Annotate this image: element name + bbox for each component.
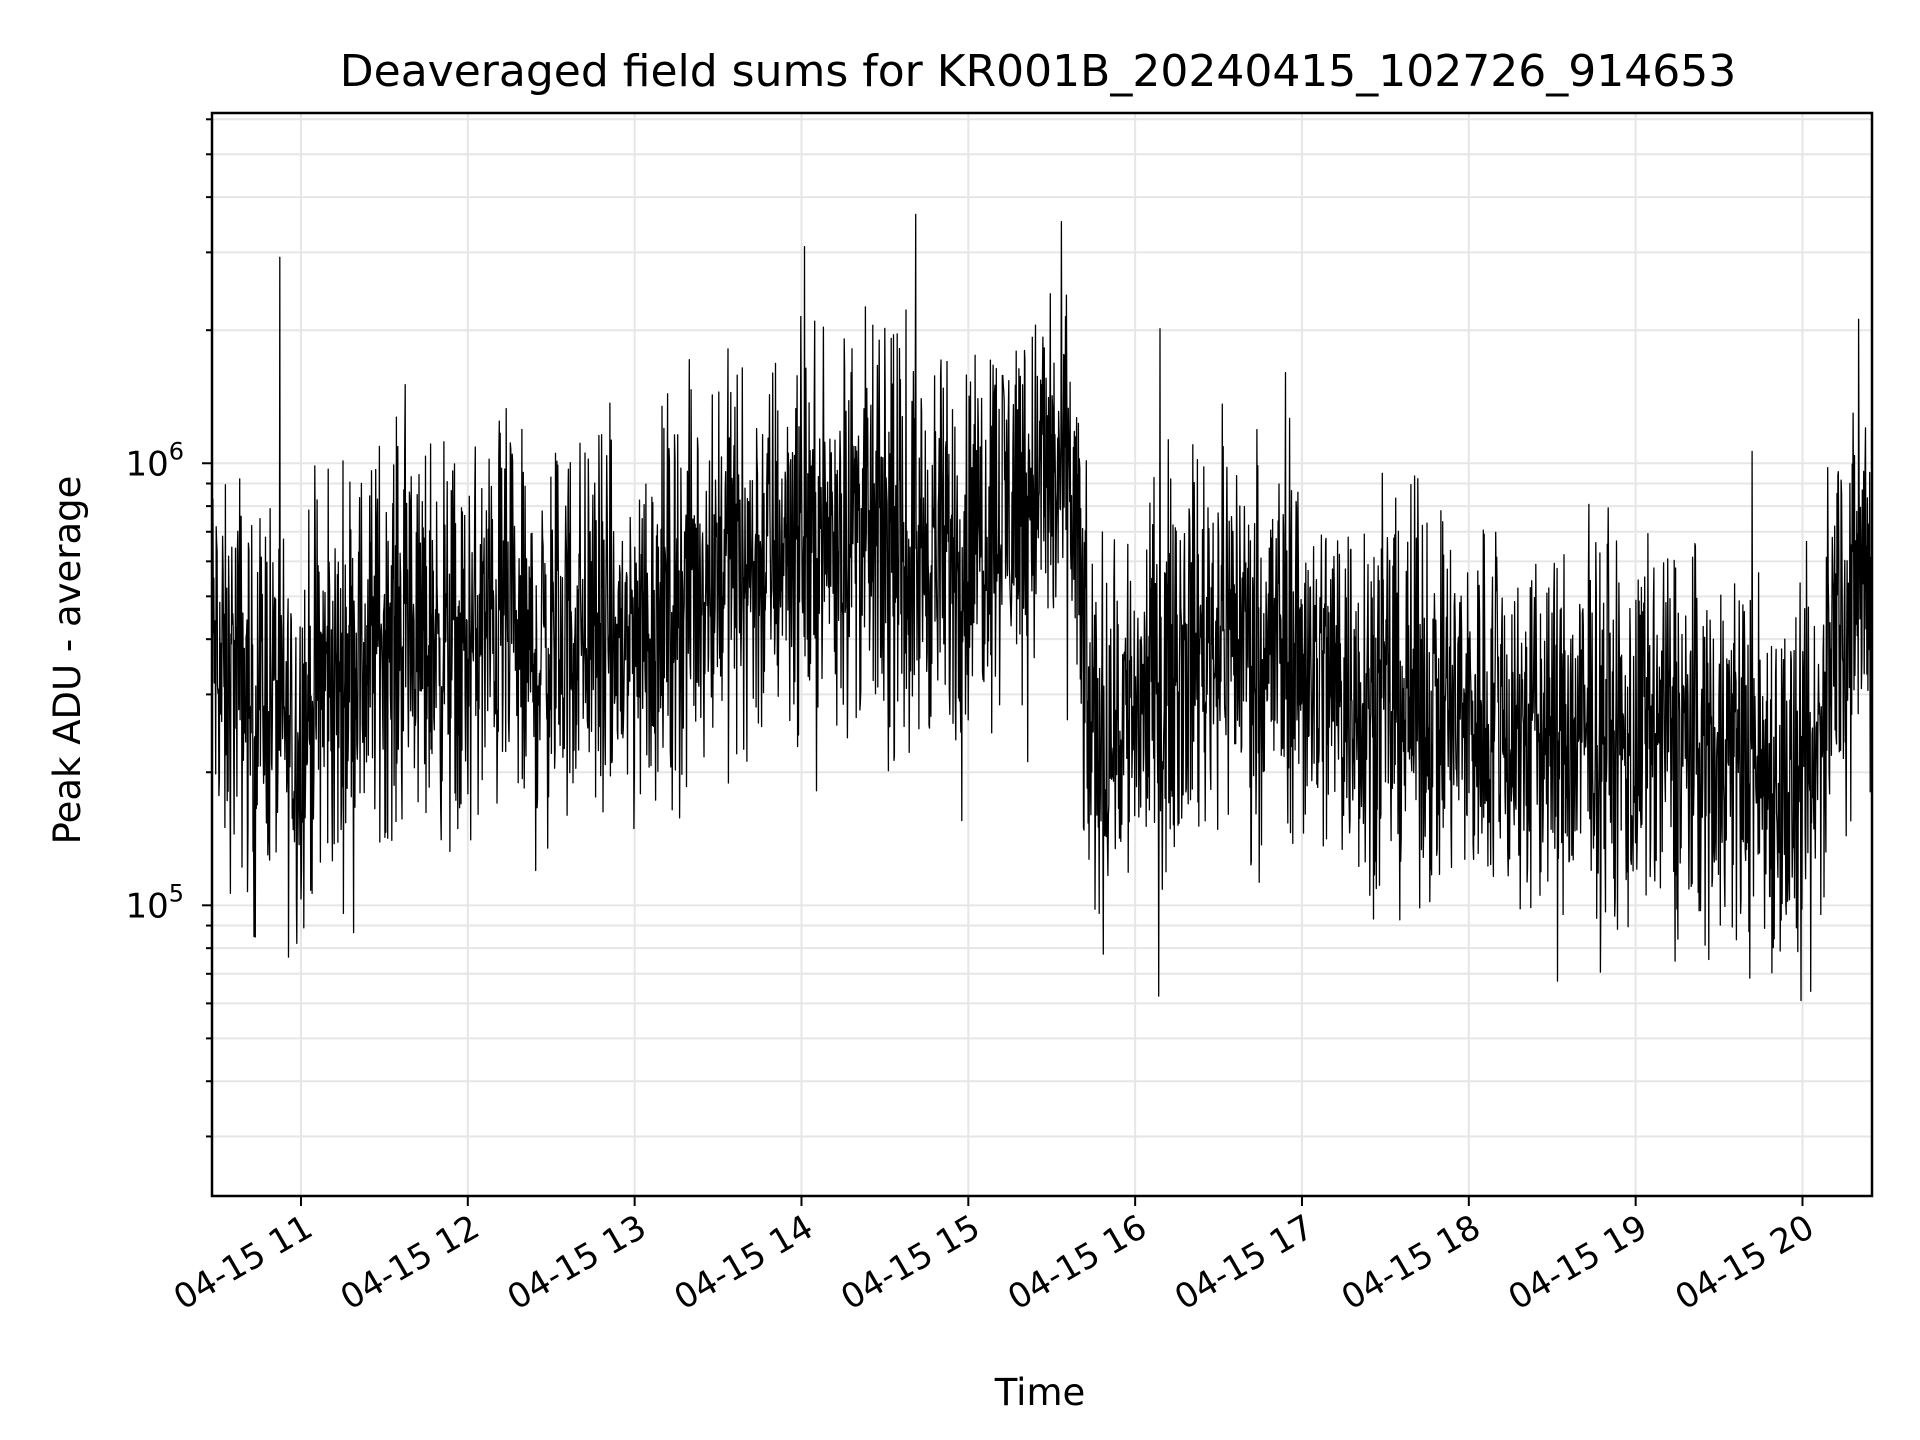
series-line [212,213,1872,1002]
x-axis-label: Time [994,1371,1086,1414]
y-axis-label: Peak ADU - average [46,476,89,845]
y-tick-label: 106 [125,437,184,484]
plot-area [212,213,1872,1002]
axes-frame [210,111,1874,1198]
chart-title: Deaveraged field sums for KR001B_2024041… [340,46,1736,97]
y-tick-label: 105 [125,879,184,926]
